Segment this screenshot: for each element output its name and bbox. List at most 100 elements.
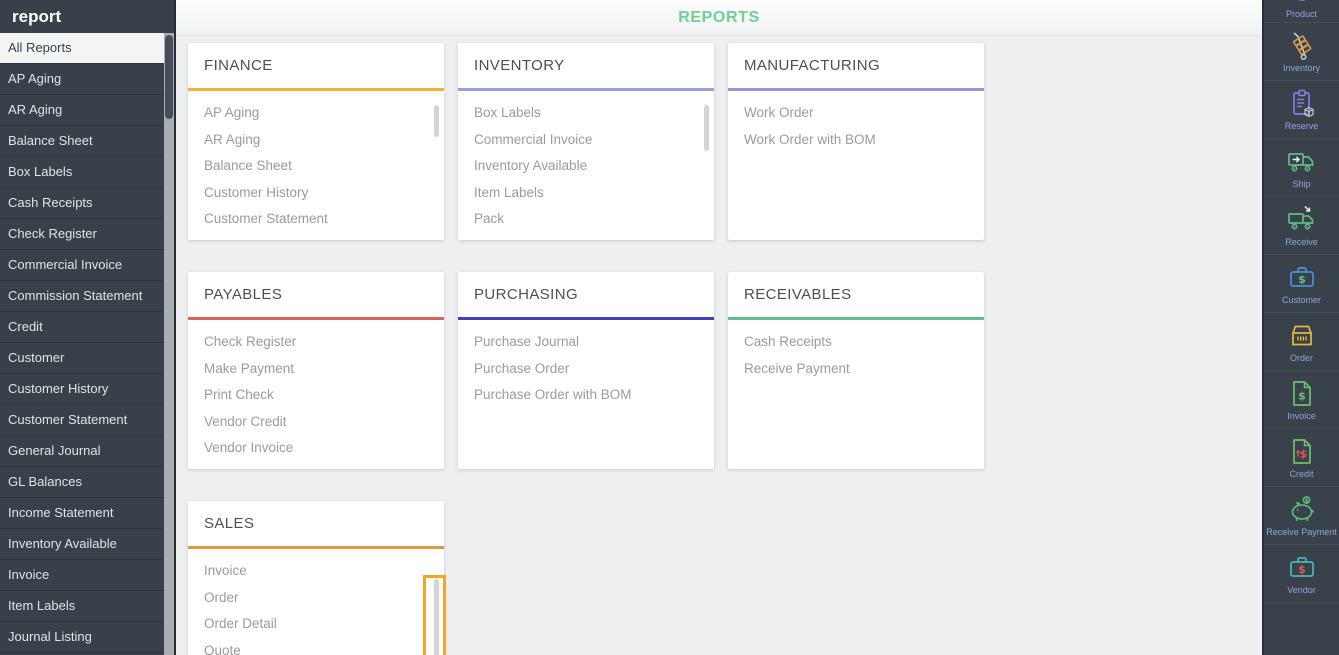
report-link[interactable]: Order	[204, 589, 239, 605]
sidebar-report-item[interactable]: Credit	[0, 312, 164, 343]
svg-text:$: $	[1298, 563, 1306, 576]
sidebar-report-item[interactable]: Income Statement	[0, 498, 164, 529]
card-accent-bar	[188, 546, 444, 549]
sidebar-report-item-label: Journal Listing	[8, 629, 92, 644]
right-sidebar-item-customer[interactable]: $ Customer	[1264, 255, 1339, 313]
right-sidebar-item-receive-payment[interactable]: $ Receive Payment	[1264, 487, 1339, 545]
report-link[interactable]: Inventory Available	[474, 158, 588, 173]
right-sidebar-item-invoice[interactable]: $ Invoice	[1264, 371, 1339, 429]
report-link[interactable]: Check Register	[204, 334, 297, 349]
sidebar-report-item[interactable]: All Reports	[0, 33, 164, 64]
right-sidebar-item-label: Inventory	[1282, 63, 1321, 73]
sidebar-report-item[interactable]: Customer	[0, 343, 164, 374]
report-link[interactable]: Invoice	[204, 563, 247, 578]
sidebar-report-item[interactable]: Cash Receipts	[0, 188, 164, 219]
report-link[interactable]: AP Aging	[204, 105, 260, 120]
report-link[interactable]: Work Order with BOM	[744, 131, 876, 147]
sidebar-report-item[interactable]: Inventory Available	[0, 529, 164, 560]
report-link[interactable]: Purchase Order with BOM	[474, 387, 632, 402]
right-sidebar-item-vendor[interactable]: $ Vendor	[1264, 545, 1339, 603]
sidebar-report-item-label: Inventory Available	[8, 536, 117, 551]
report-link[interactable]: Quote	[204, 642, 241, 655]
sidebar-report-item[interactable]: AR Aging	[0, 95, 164, 126]
card-header: PURCHASING	[458, 272, 714, 317]
sidebar-report-item[interactable]: Customer History	[0, 374, 164, 405]
sidebar-scrollbar-thumb[interactable]	[165, 35, 173, 119]
sidebar-report-item-label: Balance Sheet	[8, 133, 93, 148]
right-sidebar-item-label: Order	[1289, 353, 1313, 363]
card-title: PAYABLES	[204, 286, 283, 303]
report-link[interactable]: Work Order	[744, 105, 814, 120]
right-sidebar-item-reserve[interactable]: Reserve	[1264, 81, 1339, 139]
report-category-card: FINANCE AP Aging AR Aging Balance Sheet Cus…	[188, 43, 444, 240]
report-link[interactable]: Make Payment	[204, 360, 295, 376]
sidebar-report-item-label: Income Statement	[8, 505, 114, 520]
right-sidebar-item-label: Receive Payment	[1266, 527, 1337, 537]
card-header: MANUFACTURING	[728, 43, 984, 88]
sidebar-report-item[interactable]: Item Labels	[0, 591, 164, 622]
report-link[interactable]: Order Detail	[204, 616, 277, 631]
card-report-list: AP Aging AR Aging Balance Sheet Customer Hi…	[188, 91, 444, 240]
card-accent-bar	[728, 88, 984, 91]
card-title: PURCHASING	[474, 286, 579, 303]
card-title: INVENTORY	[474, 57, 565, 74]
main-header: REPORTS	[176, 0, 1262, 36]
sidebar-report-item[interactable]: Journal Listing	[0, 622, 164, 653]
report-link[interactable]: Vendor Invoice	[204, 440, 294, 455]
sidebar-report-item[interactable]: Commission Statement	[0, 281, 164, 312]
report-link[interactable]: Pack	[474, 211, 505, 226]
report-link[interactable]: Customer Statement	[204, 211, 328, 226]
right-sidebar-item-product[interactable]: Product	[1264, 0, 1339, 23]
report-link[interactable]: Vendor Credit	[204, 413, 287, 429]
page-title: REPORTS	[678, 8, 760, 26]
card-scrollbar-thumb[interactable]	[704, 105, 709, 151]
right-sidebar-item-credit[interactable]: $ Credit	[1264, 429, 1339, 487]
report-link[interactable]: Customer History	[204, 184, 309, 200]
sidebar-report-item[interactable]: Check Register	[0, 219, 164, 250]
card-title: FINANCE	[204, 57, 273, 74]
right-sidebar-item-receive[interactable]: Receive	[1264, 197, 1339, 255]
left-sidebar: All Reports AP Aging AR Aging Balance Sh…	[0, 0, 176, 655]
sidebar-report-item[interactable]: Invoice	[0, 560, 164, 591]
sidebar-report-item[interactable]: Balance Sheet	[0, 126, 164, 157]
report-link[interactable]: Box Labels	[474, 105, 541, 120]
receive-icon	[1286, 204, 1318, 236]
card-scrollbar-thumb[interactable]	[434, 105, 439, 137]
reserve-icon	[1286, 88, 1318, 120]
credit-icon: $	[1286, 436, 1318, 468]
sidebar-report-item-label: GL Balances	[8, 474, 82, 489]
report-link[interactable]: Purchase Journal	[474, 334, 580, 349]
svg-text:$: $	[1299, 448, 1307, 461]
card-scrollbar-thumb[interactable]	[434, 579, 439, 655]
sidebar-report-item[interactable]: GL Balances	[0, 467, 164, 498]
report-search-input[interactable]	[12, 6, 152, 27]
sidebar-report-item[interactable]: AP Aging	[0, 64, 164, 95]
right-sidebar-item-order[interactable]: Order	[1264, 313, 1339, 371]
sidebar-scrollbar-track[interactable]	[164, 33, 174, 655]
report-link[interactable]: AR Aging	[204, 131, 261, 147]
right-sidebar-item-label: Product	[1285, 9, 1318, 19]
report-category-card: PURCHASING Purchase Journal Purchase Orde…	[458, 272, 714, 469]
report-link[interactable]: Purchase Order	[474, 360, 570, 376]
sidebar-report-item[interactable]: Box Labels	[0, 157, 164, 188]
report-link[interactable]: Receive Payment	[744, 360, 850, 376]
report-link[interactable]: Print Check	[204, 387, 274, 402]
svg-text:$: $	[1298, 273, 1306, 286]
sidebar-report-item-label: Cash Receipts	[8, 195, 93, 210]
report-category-card: RECEIVABLES Cash Receipts Receive Payment	[728, 272, 984, 469]
report-link[interactable]: Balance Sheet	[204, 158, 292, 173]
report-link[interactable]: Item Labels	[474, 184, 544, 200]
report-link[interactable]: Commercial Invoice	[474, 131, 593, 147]
sidebar-report-item[interactable]: Customer Statement	[0, 405, 164, 436]
sidebar-report-item[interactable]: Commercial Invoice	[0, 250, 164, 281]
invoice-icon: $	[1286, 378, 1318, 410]
card-accent-bar	[188, 88, 444, 91]
report-category-card: MANUFACTURING Work Order Work Order with …	[728, 43, 984, 240]
report-link[interactable]: Cash Receipts	[744, 334, 832, 349]
right-sidebar-item-label: Customer	[1281, 295, 1321, 305]
sidebar-report-item[interactable]: General Journal	[0, 436, 164, 467]
right-sidebar-item-ship[interactable]: Ship	[1264, 139, 1339, 197]
right-sidebar-item-inventory[interactable]: Inventory	[1264, 23, 1339, 81]
